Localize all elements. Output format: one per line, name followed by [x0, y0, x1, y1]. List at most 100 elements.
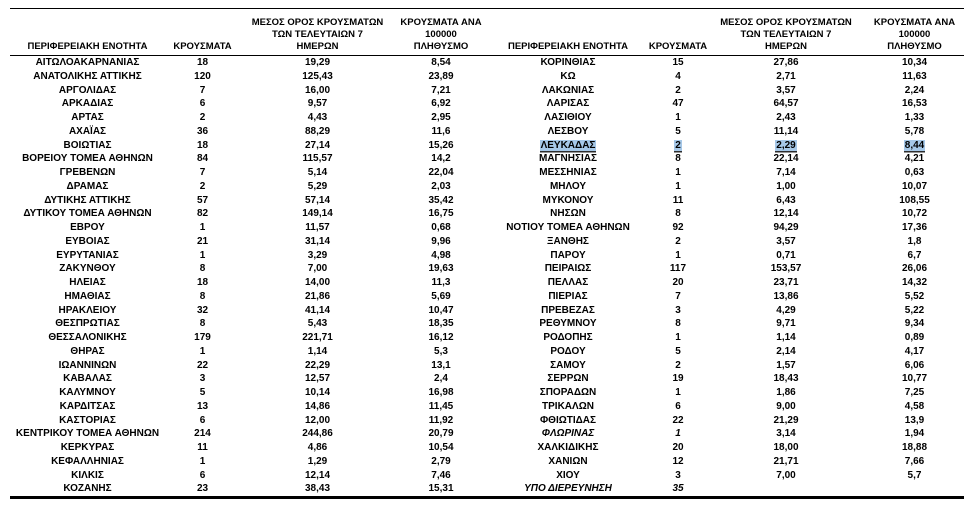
avg7-text: 12,14: [304, 469, 331, 481]
avg7-cell: 27,86: [707, 56, 865, 70]
region-text: ΝΗΣΩΝ: [550, 208, 586, 220]
avg7-cell: 2,14: [707, 345, 865, 359]
avg7-text: 12,57: [304, 373, 331, 385]
region-text: ΛΑΚΩΝΙΑΣ: [541, 84, 595, 96]
per100k-cell: 20,79: [395, 427, 487, 441]
avg7-cell: 41,14: [240, 304, 395, 318]
region-cell: ΓΡΕΒΕΝΩΝ: [10, 166, 165, 180]
per100k-text: 10,34: [901, 57, 928, 68]
region-text: ΠΕΙΡΑΙΩΣ: [544, 263, 592, 275]
cases-text: 2: [199, 180, 206, 192]
cases-cell: 13: [165, 400, 240, 414]
avg7-cell: 2,29: [707, 139, 865, 153]
cases-text: 3: [199, 373, 206, 385]
per100k-cell: 1,8: [865, 235, 964, 249]
table-row: ΖΑΚΥΝΘΟΥ 8 7,00 19,63: [10, 262, 487, 276]
table-row: ΛΑΡΙΣΑΣ 47 64,57 16,53: [487, 97, 964, 111]
region-text: ΥΠΟ ΔΙΕΡΕΥΝΗΣΗ: [524, 483, 612, 495]
per100k-cell: 6,7: [865, 249, 964, 263]
cases-text: 84: [196, 153, 209, 165]
avg7-cell: 13,86: [707, 290, 865, 304]
per100k-text: 0,68: [431, 222, 451, 233]
table-row: ΠΙΕΡΙΑΣ 7 13,86 5,52: [487, 290, 964, 304]
region-cell: ΠΙΕΡΙΑΣ: [487, 290, 649, 304]
per100k-text: 8,44: [903, 139, 926, 151]
per100k-text: 0,63: [904, 167, 925, 178]
table-row: ΚΕΦΑΛΛΗΝΙΑΣ 1 1,29 2,79: [10, 455, 487, 469]
avg7-text: 6,43: [776, 194, 796, 206]
avg7-text: 14,86: [304, 400, 331, 412]
region-cell: ΤΡΙΚΑΛΩΝ: [487, 400, 649, 414]
table-row: ΦΘΙΩΤΙΔΑΣ 22 21,29 13,9: [487, 414, 964, 428]
table-row: ΝΟΤΙΟΥ ΤΟΜΕΑ ΑΘΗΝΩΝ 92 94,29 17,36: [487, 221, 964, 235]
cases-cell: 5: [649, 125, 707, 139]
avg7-text: 153,57: [770, 263, 802, 275]
region-text: ΦΘΙΩΤΙΔΑΣ: [539, 414, 597, 426]
avg7-text: 1,29: [307, 455, 328, 467]
header-cases: ΚΡΟΥΣΜΑΤΑ: [648, 41, 708, 52]
per100k-cell: 7,66: [865, 455, 964, 469]
avg7-text: 244,86: [302, 428, 333, 440]
avg7-text: 21,29: [773, 414, 799, 426]
region-text: ΕΒΡΟΥ: [70, 222, 105, 233]
region-text: ΚΟΖΑΝΗΣ: [63, 483, 112, 495]
cases-text: 1: [199, 455, 206, 467]
region-cell: ΕΥΒΟΙΑΣ: [10, 235, 165, 249]
region-cell: ΥΠΟ ΔΙΕΡΕΥΝΗΣΗ: [487, 482, 649, 496]
cases-cell: 2: [165, 180, 240, 194]
cases-cell: 32: [165, 304, 240, 318]
avg7-cell: 22,14: [707, 152, 865, 166]
avg7-text: 4,86: [307, 442, 328, 453]
per100k-text: 10,07: [901, 180, 928, 192]
region-cell: ΚΟΡΙΝΘΙΑΣ: [487, 56, 649, 70]
per100k-cell: 11,92: [395, 414, 487, 428]
per100k-text: 11,6: [431, 125, 451, 137]
per100k-text: 18,35: [428, 318, 454, 330]
avg7-cell: 11,14: [707, 125, 865, 139]
table-row: ΑΡΓΟΛΙΔΑΣ 7 16,00 7,21: [10, 84, 487, 98]
region-text: ΘΕΣΣΑΛΟΝΙΚΗΣ: [48, 332, 127, 343]
region-text: ΜΑΓΝΗΣΙΑΣ: [538, 153, 597, 165]
region-text: ΚΟΡΙΝΘΙΑΣ: [540, 57, 596, 68]
region-cell: ΘΕΣΠΡΩΤΙΑΣ: [10, 317, 165, 331]
per100k-text: 5,69: [431, 290, 451, 302]
table-body-left: ΑΙΤΩΛΟΑΚΑΡΝΑΝΙΑΣ 18 19,29 8,54 ΑΝΑΤΟΛΙΚΗ…: [10, 56, 487, 496]
cases-text: 8: [199, 318, 206, 330]
region-text: ΣΑΜΟΥ: [550, 359, 586, 371]
avg7-text: 22,29: [304, 359, 331, 371]
region-cell: ΧΙΟΥ: [487, 469, 649, 483]
region-cell: ΡΕΘΥΜΝΟΥ: [487, 317, 649, 331]
region-text: ΙΩΑΝΝΙΝΩΝ: [58, 359, 117, 371]
cases-cell: 22: [649, 414, 707, 428]
avg7-cell: 94,29: [707, 221, 865, 235]
per100k-text: 2,79: [431, 455, 451, 467]
avg7-cell: 22,29: [240, 359, 395, 373]
cases-cell: 7: [649, 290, 707, 304]
avg7-text: 2,14: [776, 345, 796, 357]
header-per100k: ΚΡΟΥΣΜΑΤΑ ΑΝΑ 100000 ΠΛΗΘΥΣΜΟ: [400, 17, 482, 52]
avg7-cell: 88,29: [240, 125, 395, 139]
avg7-cell: 2,43: [707, 111, 865, 125]
per100k-cell: 9,96: [395, 235, 487, 249]
per100k-text: 4,98: [431, 249, 451, 261]
per100k-text: 6,92: [431, 98, 451, 110]
region-text: ΑΡΤΑΣ: [71, 112, 104, 123]
region-text: ΑΧΑΪΑΣ: [68, 125, 107, 137]
region-cell: ΚΟΖΑΝΗΣ: [10, 482, 165, 496]
cases-text: 1: [675, 332, 681, 343]
avg7-cell: 1,86: [707, 386, 865, 400]
region-cell: ΛΕΣΒΟΥ: [487, 125, 649, 139]
avg7-cell: 221,71: [240, 331, 395, 345]
avg7-cell: 23,71: [707, 276, 865, 290]
region-text: ΧΑΛΚΙΔΙΚΗΣ: [537, 442, 599, 453]
per100k-text: 15,26: [428, 139, 454, 151]
per100k-cell: 2,95: [395, 111, 487, 125]
cases-text: 5: [675, 125, 681, 137]
per100k-text: 11,3: [431, 277, 451, 288]
cases-text: 8: [675, 318, 681, 330]
avg7-text: 1,14: [776, 332, 796, 343]
region-cell: ΡΟΔΟΥ: [487, 345, 649, 359]
cases-text: 57: [196, 194, 209, 206]
avg7-text: 1,57: [776, 359, 796, 371]
